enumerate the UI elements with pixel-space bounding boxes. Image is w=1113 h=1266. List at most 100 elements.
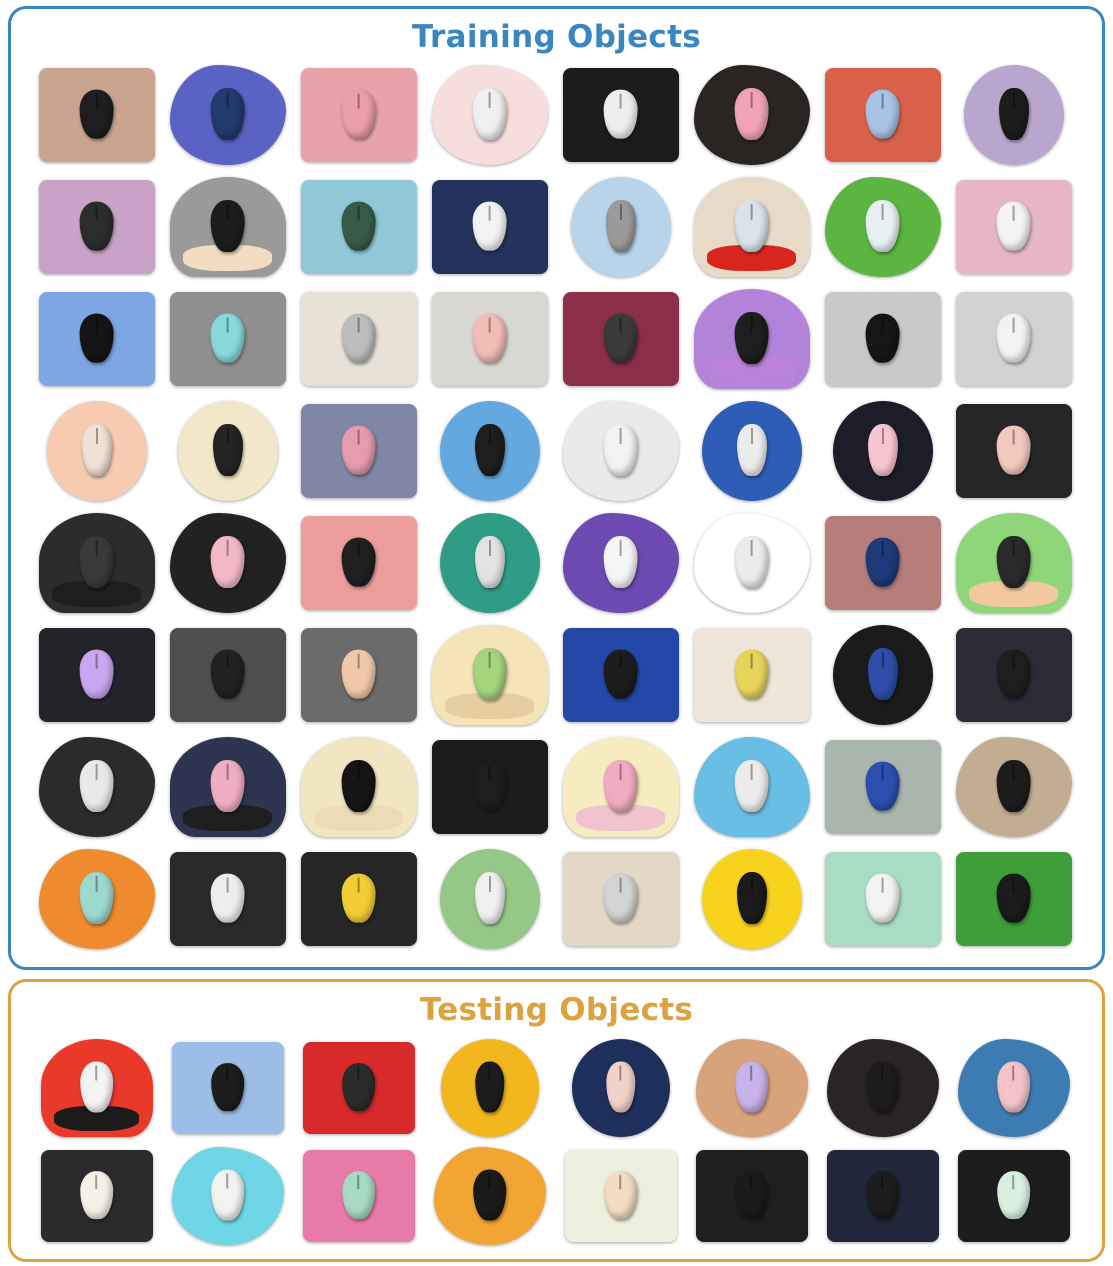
mouse-pad — [824, 516, 941, 610]
mouse-pad — [955, 628, 1072, 722]
mouse-pad — [38, 513, 155, 613]
mouse-pad — [832, 401, 933, 501]
mouse-pad — [169, 177, 286, 277]
training-object-photo — [162, 59, 293, 171]
mouse-pad — [564, 1150, 677, 1242]
training-object-photo — [948, 283, 1079, 395]
training-object-photo — [686, 731, 817, 843]
computer-mouse — [210, 199, 245, 252]
training-object-photo — [555, 843, 686, 955]
training-object-photo — [555, 731, 686, 843]
mouse-pad — [693, 737, 810, 837]
testing-object-photo — [31, 1034, 162, 1142]
computer-mouse — [734, 759, 769, 812]
mouse-pad — [695, 1039, 808, 1137]
mouse-pad — [955, 513, 1072, 613]
mouse-pad — [46, 401, 147, 501]
computer-mouse — [996, 873, 1031, 923]
computer-mouse — [472, 313, 507, 363]
computer-mouse — [865, 313, 900, 363]
computer-mouse — [79, 89, 114, 139]
computer-mouse — [734, 87, 769, 140]
computer-mouse — [996, 1171, 1031, 1219]
mouse-pad — [955, 852, 1072, 946]
computer-mouse — [474, 1061, 505, 1113]
training-object-photo — [293, 171, 424, 283]
training-object-photo — [162, 507, 293, 619]
mouse-pad — [955, 180, 1072, 274]
computer-mouse — [998, 87, 1029, 140]
training-object-photo — [686, 395, 817, 507]
testing-object-photo — [948, 1142, 1079, 1250]
computer-mouse — [341, 1171, 376, 1219]
computer-mouse — [865, 873, 900, 923]
computer-mouse — [212, 423, 243, 476]
mouse-pad — [571, 1039, 670, 1137]
mouse-pad — [955, 292, 1072, 386]
mouse-pad — [693, 65, 810, 165]
mouse-pad — [957, 1150, 1070, 1242]
training-object-photo — [817, 619, 948, 731]
testing-object-photo — [293, 1034, 424, 1142]
mouse-pad — [300, 68, 417, 162]
testing-object-photo — [162, 1034, 293, 1142]
training-object-photo — [162, 619, 293, 731]
mouse-pad — [955, 737, 1072, 837]
computer-mouse — [79, 1171, 114, 1219]
mouse-pad — [439, 513, 540, 613]
mouse-pad — [177, 401, 278, 501]
training-object-photo — [31, 843, 162, 955]
mouse-pad — [431, 65, 548, 165]
computer-mouse — [865, 761, 900, 811]
mouse-pad — [826, 1150, 939, 1242]
mouse-pad — [824, 292, 941, 386]
computer-mouse — [603, 759, 638, 812]
computer-mouse — [996, 535, 1031, 588]
mouse-pad — [171, 1042, 284, 1134]
computer-mouse — [865, 89, 900, 139]
computer-mouse — [996, 1061, 1031, 1113]
computer-mouse — [603, 649, 638, 699]
training-object-photo — [817, 395, 948, 507]
computer-mouse — [603, 89, 638, 139]
computer-mouse — [210, 535, 245, 588]
computer-mouse — [341, 649, 376, 699]
training-object-photo — [31, 507, 162, 619]
testing-object-photo — [686, 1034, 817, 1142]
computer-mouse — [734, 649, 769, 699]
computer-mouse — [996, 201, 1031, 251]
training-object-photo — [817, 59, 948, 171]
computer-mouse — [605, 1061, 636, 1113]
computer-mouse — [736, 423, 767, 476]
computer-mouse — [79, 313, 114, 363]
computer-mouse — [996, 425, 1031, 475]
training-object-photo — [948, 843, 1079, 955]
computer-mouse — [341, 313, 376, 363]
mouse-pad — [431, 740, 548, 834]
training-object-photo — [31, 171, 162, 283]
training-object-photo — [424, 171, 555, 283]
mouse-pad — [963, 65, 1064, 165]
computer-mouse — [210, 649, 245, 699]
mouse-pad — [693, 513, 810, 613]
training-object-photo — [162, 731, 293, 843]
computer-mouse — [210, 1063, 245, 1111]
training-object-photo — [162, 843, 293, 955]
computer-mouse — [79, 871, 114, 924]
computer-mouse — [603, 1171, 638, 1219]
mouse-pad — [431, 180, 548, 274]
training-object-photo — [817, 843, 948, 955]
computer-mouse — [865, 199, 900, 252]
computer-mouse — [341, 89, 376, 139]
computer-mouse — [79, 649, 114, 699]
mouse-pad — [169, 737, 286, 837]
computer-mouse — [734, 535, 769, 588]
computer-mouse — [79, 201, 114, 251]
training-objects-title: Training Objects — [412, 19, 701, 55]
mouse-pad — [431, 625, 548, 725]
testing-object-photo — [31, 1142, 162, 1250]
mouse-pad — [562, 628, 679, 722]
mouse-pad — [693, 289, 810, 389]
testing-object-photo — [424, 1142, 555, 1250]
computer-mouse — [867, 647, 898, 700]
